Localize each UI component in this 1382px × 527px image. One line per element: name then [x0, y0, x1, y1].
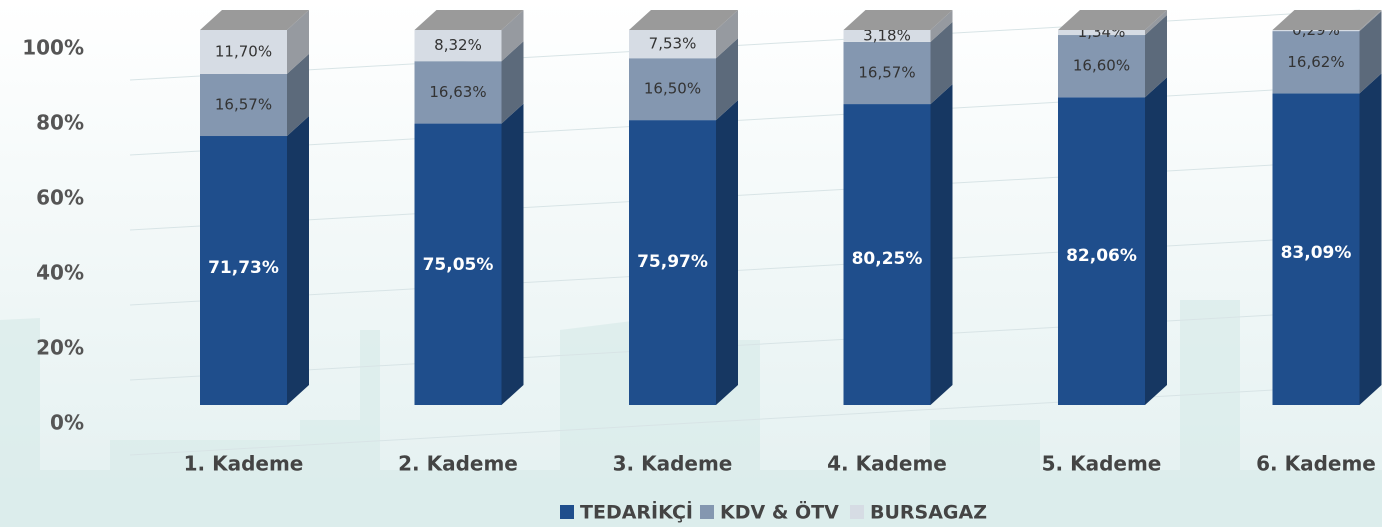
value-label: 16,62%	[1287, 53, 1344, 71]
legend: TEDARİKÇİ KDV & ÖTV BURSAGAZ	[560, 500, 987, 524]
value-label: 16,63%	[429, 83, 486, 101]
bar-segment	[843, 104, 931, 405]
bar-top	[629, 10, 738, 30]
bar-top	[843, 10, 953, 30]
bar-side	[716, 100, 738, 406]
x-tick-label: 6. Kademe	[1256, 452, 1376, 476]
bar-side	[501, 103, 524, 405]
x-tick-label: 4. Kademe	[827, 452, 947, 476]
value-label: 83,09%	[1281, 243, 1352, 263]
value-label: 82,06%	[1066, 246, 1137, 266]
x-tick-label: 3. Kademe	[613, 452, 733, 476]
bar-side	[287, 53, 309, 137]
bar-top	[200, 10, 309, 30]
y-tick-label: 20%	[36, 336, 84, 360]
legend-swatch	[850, 505, 864, 519]
bar-segment	[414, 123, 502, 405]
value-label: 16,57%	[215, 95, 272, 113]
bar-side	[287, 10, 309, 74]
y-tick-label: 80%	[36, 111, 84, 135]
value-label: 7,53%	[649, 35, 697, 53]
bar-segment	[1272, 93, 1360, 405]
bar-side	[287, 116, 309, 405]
bar-side	[501, 41, 524, 124]
legend-label: BURSAGAZ	[870, 502, 987, 524]
y-tick-label: 60%	[36, 186, 84, 210]
value-label: 75,97%	[637, 252, 708, 272]
bar-segment	[200, 73, 287, 137]
value-label: 11,70%	[215, 42, 272, 60]
bar-segment	[1058, 30, 1145, 36]
bar-segment	[200, 30, 287, 74]
value-label: 3,18%	[863, 26, 911, 44]
bar-segment	[1272, 30, 1360, 32]
grid-line	[129, 384, 1361, 456]
y-tick-label: 100%	[22, 36, 84, 60]
value-label: 75,05%	[423, 255, 494, 275]
value-label: 8,32%	[434, 36, 482, 54]
bar-segment	[414, 61, 502, 124]
bar-top	[1058, 10, 1167, 30]
value-label: 71,73%	[208, 258, 279, 278]
x-tick-label: 1. Kademe	[184, 452, 304, 476]
bar-side	[1145, 77, 1167, 406]
bar-segment	[629, 120, 716, 406]
legend-swatch	[560, 505, 574, 519]
bar-side	[930, 84, 953, 405]
bar-segment	[1272, 31, 1360, 94]
bar-side	[1145, 10, 1167, 36]
bar-segment	[200, 136, 287, 405]
bar-side	[930, 10, 953, 42]
value-label: 16,60%	[1073, 57, 1130, 75]
bar-segment	[843, 41, 931, 105]
y-tick-label: 40%	[36, 261, 84, 285]
bar-side	[1359, 73, 1382, 405]
bar-top	[1272, 10, 1382, 30]
value-label: 16,57%	[858, 63, 915, 81]
bar-side	[1359, 11, 1382, 94]
bar-segment	[843, 30, 931, 42]
y-tick-label: 0%	[50, 411, 84, 435]
bar-segment	[629, 58, 716, 121]
bar-side	[716, 10, 738, 59]
bar-side	[501, 10, 524, 62]
bar-segment	[1058, 97, 1145, 406]
bar-side	[1359, 10, 1382, 32]
bar-side	[716, 38, 738, 121]
bar-segment	[414, 30, 502, 62]
legend-label: TEDARİKÇİ	[580, 500, 693, 524]
x-tick-label: 2. Kademe	[398, 452, 518, 476]
value-label: 80,25%	[852, 249, 923, 269]
x-tick-label: 5. Kademe	[1042, 452, 1162, 476]
legend-label: KDV & ÖTV	[720, 500, 839, 524]
bar-side	[930, 21, 953, 105]
bar-top	[414, 10, 524, 30]
bar-segment	[1058, 35, 1145, 98]
legend-swatch	[700, 505, 714, 519]
bar-segment	[629, 30, 716, 59]
value-label: 16,50%	[644, 80, 701, 98]
bar-side	[1145, 15, 1167, 98]
skyline	[0, 300, 1382, 527]
